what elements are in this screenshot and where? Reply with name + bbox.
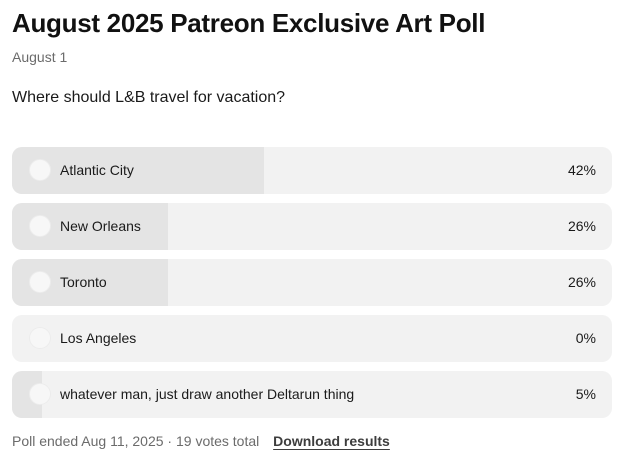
- poll-option-atlantic-city[interactable]: Atlantic City 42%: [12, 147, 612, 194]
- poll-status: Poll ended Aug 11, 2025 · 19 votes total: [12, 433, 260, 449]
- option-label: Los Angeles: [60, 330, 137, 346]
- option-label: whatever man, just draw another Deltarun…: [60, 386, 355, 402]
- radio-button[interactable]: [29, 159, 51, 181]
- option-label: Toronto: [60, 274, 107, 290]
- poll-question: Where should L&B travel for vacation?: [12, 89, 286, 106]
- poll-option-deltarune[interactable]: whatever man, just draw another Deltarun…: [12, 371, 612, 418]
- option-label: New Orleans: [60, 218, 141, 234]
- radio-button[interactable]: [29, 327, 51, 349]
- option-percent: 5%: [575, 386, 596, 402]
- option-percent: 26%: [567, 274, 596, 290]
- post-title: August 2025 Patreon Exclusive Art Poll: [12, 8, 486, 38]
- option-percent: 0%: [575, 330, 596, 346]
- option-label: Atlantic City: [60, 162, 134, 178]
- radio-button[interactable]: [29, 271, 51, 293]
- radio-button[interactable]: [29, 383, 51, 405]
- poll-option-new-orleans[interactable]: New Orleans 26%: [12, 203, 612, 250]
- option-percent: 42%: [567, 162, 596, 178]
- download-results-link[interactable]: Download results: [273, 433, 390, 449]
- poll-footer: Poll ended Aug 11, 2025 · 19 votes total…: [12, 433, 390, 449]
- poll-option-los-angeles[interactable]: Los Angeles 0%: [12, 315, 612, 362]
- poll-option-toronto[interactable]: Toronto 26%: [12, 259, 612, 306]
- poll-options: Atlantic City 42% New Orleans 26% Toront…: [12, 147, 612, 427]
- option-percent: 26%: [567, 218, 596, 234]
- radio-button[interactable]: [29, 215, 51, 237]
- post-date: August 1: [12, 49, 68, 65]
- result-bar: [12, 147, 264, 194]
